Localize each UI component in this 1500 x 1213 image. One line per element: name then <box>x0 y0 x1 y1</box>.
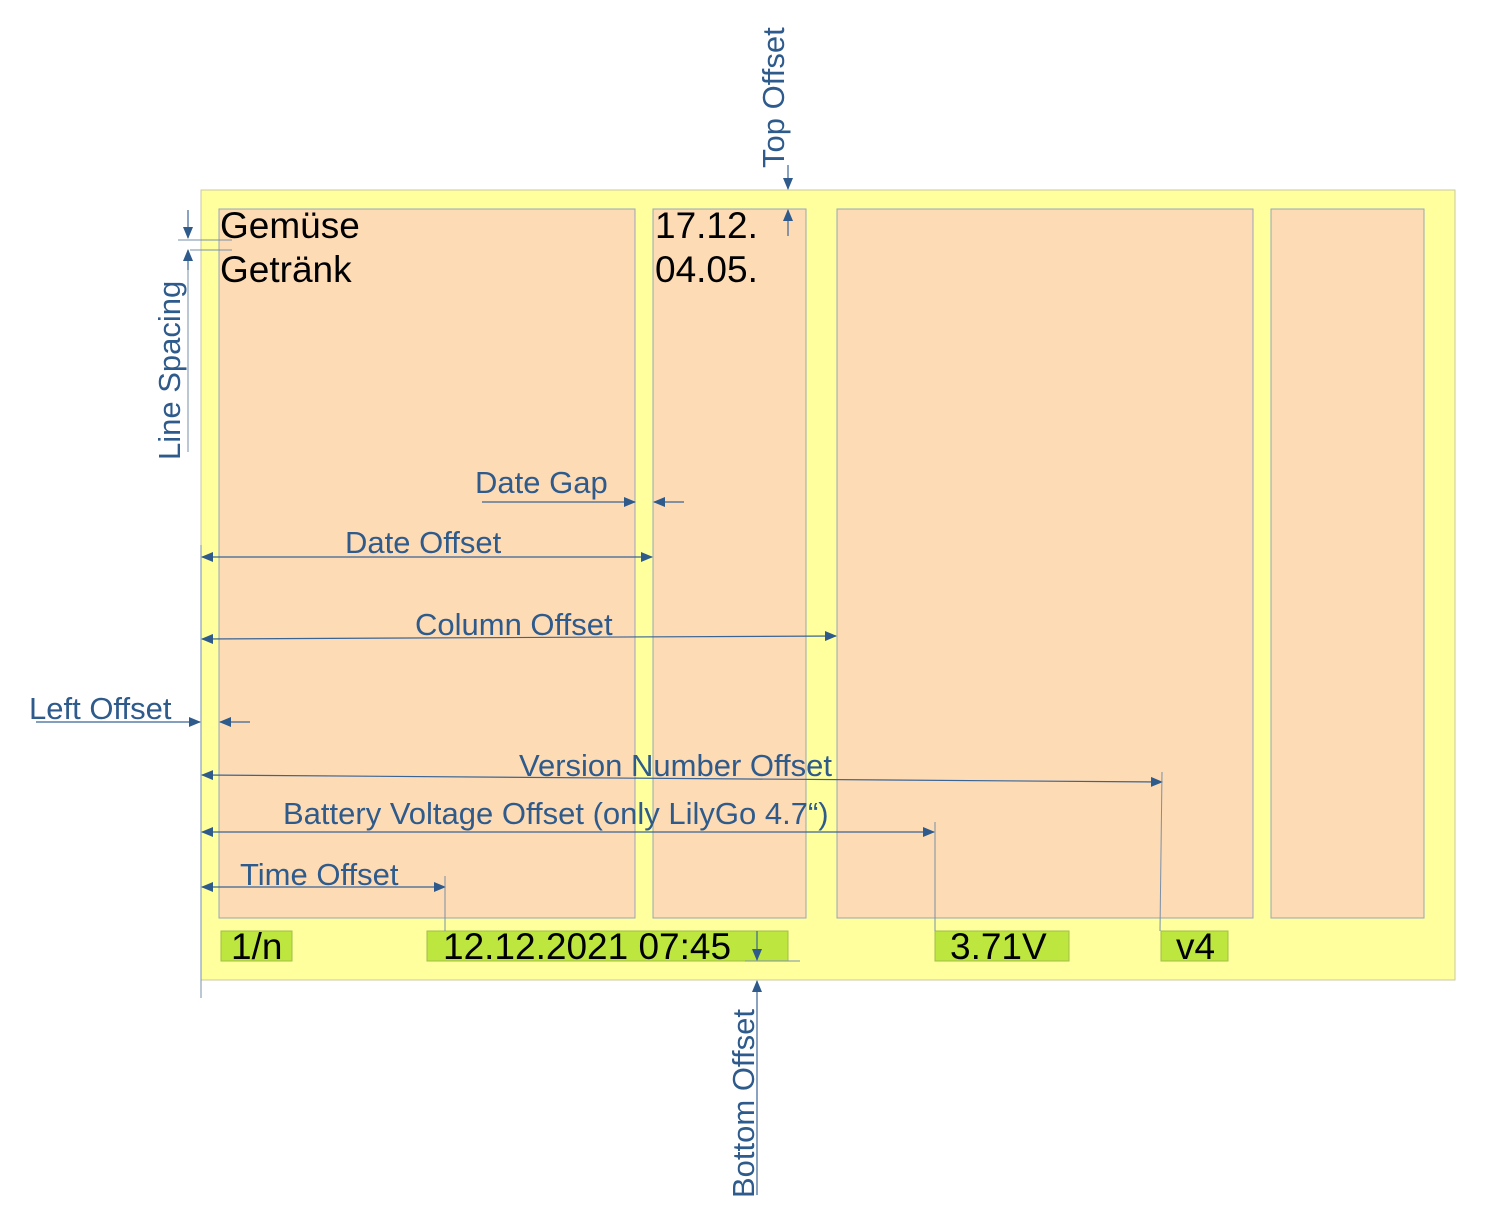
version-offset-arrow <box>201 770 1163 787</box>
column-offset-arrow <box>201 631 837 644</box>
version-box <box>1160 930 1229 962</box>
datetime-box <box>426 930 789 962</box>
top-offset-label: Top Offset <box>756 27 791 168</box>
date-line-1: 17.12. <box>655 205 758 246</box>
date-column <box>652 208 807 919</box>
datetime-text: 12.12.2021 07:45 <box>443 926 731 967</box>
date-gap-label: Date Gap <box>475 465 608 500</box>
date-offset-label: Date Offset <box>345 525 502 560</box>
battery-box <box>934 930 1070 962</box>
bottom-offset-label: Bottom Offset <box>726 1009 761 1198</box>
page-indicator: 1/n <box>231 926 282 967</box>
category-column <box>218 208 636 919</box>
category-line-1: Gemüse <box>220 205 360 246</box>
version-text: v4 <box>1176 926 1215 967</box>
battery-text: 3.71V <box>950 926 1047 967</box>
date-line-2: 04.05. <box>655 249 758 290</box>
second-date-column <box>1270 208 1425 919</box>
category-line-2: Getränk <box>220 249 352 290</box>
page-indicator-box <box>220 930 293 962</box>
version-offset-extension <box>1159 771 1163 932</box>
battery-offset-label: Battery Voltage Offset (only LilyGo 4.7“… <box>283 796 829 831</box>
left-offset-label: Left Offset <box>29 691 172 726</box>
line-spacing-label: Line Spacing <box>152 281 187 460</box>
second-category-column <box>836 208 1254 919</box>
